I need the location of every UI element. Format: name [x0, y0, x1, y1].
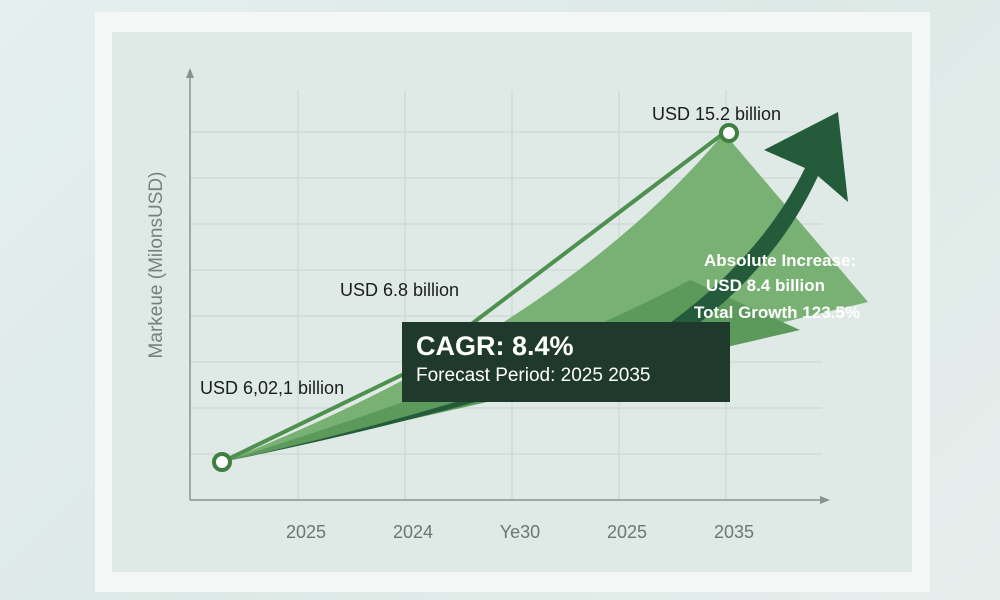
- x-tick-label: Ye30: [500, 522, 540, 542]
- cagr-annotation-box: CAGR: 8.4% Forecast Period: 2025 2035: [402, 322, 730, 402]
- x-axis-arrow-icon: [820, 496, 830, 504]
- x-tick-labels: 2025 2024 Ye30 2025 2035: [286, 522, 754, 542]
- absolute-increase-title: Absolute Increase:: [704, 251, 856, 270]
- total-growth-label: Total Growth 123.5%: [694, 303, 860, 322]
- y-axis-label: Markeue (MilonsUSD): [146, 172, 167, 359]
- x-tick-label: 2025: [286, 522, 326, 542]
- x-tick-label: 2035: [714, 522, 754, 542]
- x-tick-label: 2024: [393, 522, 433, 542]
- end-point: [719, 123, 739, 143]
- cagr-title: CAGR: 8.4%: [416, 331, 574, 361]
- start-value-label: USD 6,02,1 billion: [200, 378, 344, 398]
- forecast-period-label: Forecast Period: 2025 2035: [416, 365, 651, 386]
- absolute-increase-value: USD 8.4 billion: [706, 276, 825, 295]
- start-point: [212, 452, 232, 472]
- x-tick-label: 2025: [607, 522, 647, 542]
- y-axis-arrow-icon: [186, 68, 194, 78]
- light-growth-area: [222, 133, 868, 462]
- mid-value-label: USD 6.8 billion: [340, 280, 459, 300]
- growth-arrow-icon: [222, 112, 848, 462]
- end-value-label: USD 15.2 billion: [652, 104, 781, 124]
